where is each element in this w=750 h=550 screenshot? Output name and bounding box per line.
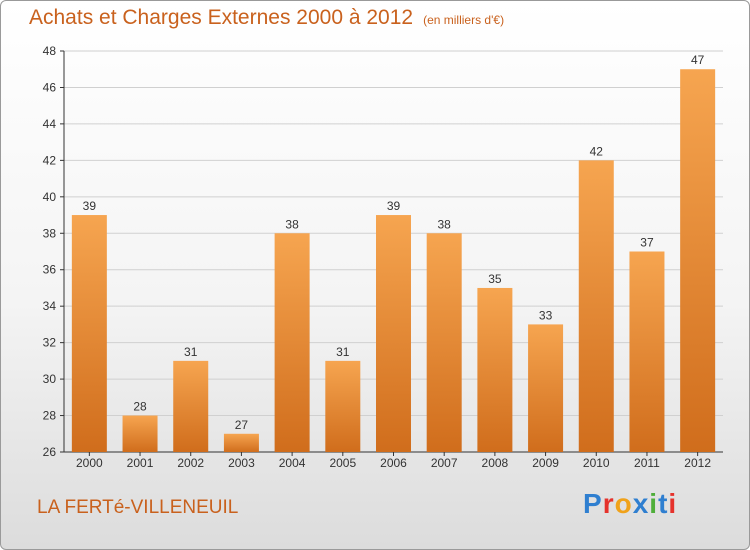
logo-letter: P bbox=[583, 488, 603, 519]
x-tick-label: 2008 bbox=[482, 456, 509, 470]
bar bbox=[629, 251, 665, 452]
bar bbox=[223, 433, 259, 452]
y-tick-label: 26 bbox=[43, 445, 57, 459]
bar-value-label: 35 bbox=[488, 272, 502, 286]
bar bbox=[528, 324, 564, 452]
logo-letter: i bbox=[649, 488, 659, 519]
y-tick-label: 38 bbox=[43, 226, 57, 240]
bar-value-label: 38 bbox=[438, 217, 452, 231]
x-tick-label: 2007 bbox=[431, 456, 458, 470]
x-tick-label: 2010 bbox=[583, 456, 610, 470]
bar-value-label: 47 bbox=[691, 53, 705, 67]
bar bbox=[71, 215, 107, 452]
bar bbox=[376, 215, 411, 452]
bar bbox=[578, 160, 614, 452]
x-tick-label: 2012 bbox=[684, 456, 711, 470]
y-tick-label: 32 bbox=[43, 336, 57, 350]
y-tick-label: 30 bbox=[43, 372, 57, 386]
bar bbox=[426, 233, 462, 452]
chart-title: Achats et Charges Externes 2000 à 2012 (e… bbox=[29, 6, 504, 30]
y-tick-label: 42 bbox=[43, 153, 57, 167]
y-tick-label: 28 bbox=[43, 409, 57, 423]
bar-value-label: 33 bbox=[539, 308, 553, 322]
bar-value-label: 31 bbox=[184, 345, 198, 359]
x-tick-label: 2006 bbox=[380, 456, 407, 470]
x-tick-label: 2002 bbox=[177, 456, 204, 470]
x-tick-label: 2004 bbox=[279, 456, 306, 470]
bar-value-label: 38 bbox=[285, 217, 299, 231]
bar bbox=[173, 360, 209, 452]
x-tick-label: 2011 bbox=[634, 456, 660, 470]
bar-value-label: 28 bbox=[133, 400, 147, 414]
bar bbox=[122, 415, 158, 452]
logo-letter: i bbox=[668, 488, 678, 519]
y-tick-label: 40 bbox=[43, 190, 57, 204]
logo-letter: r bbox=[602, 488, 615, 519]
y-tick-label: 36 bbox=[43, 263, 57, 277]
y-tick-label: 34 bbox=[43, 299, 57, 313]
x-tick-label: 2005 bbox=[329, 456, 356, 470]
bar-value-label: 27 bbox=[235, 418, 249, 432]
y-tick-label: 46 bbox=[43, 80, 57, 94]
y-tick-label: 44 bbox=[43, 117, 57, 131]
x-tick-label: 2003 bbox=[228, 456, 255, 470]
y-tick-label: 48 bbox=[43, 44, 57, 58]
city-label: LA FERTé-VILLENEUIL bbox=[37, 497, 239, 518]
logo-letter: o bbox=[614, 488, 633, 519]
bar-value-label: 39 bbox=[83, 199, 97, 213]
x-tick-label: 2001 bbox=[127, 456, 154, 470]
bar-value-label: 31 bbox=[336, 345, 350, 359]
bar bbox=[680, 69, 716, 453]
bar bbox=[325, 360, 361, 452]
bar-value-label: 37 bbox=[640, 236, 654, 250]
x-tick-label: 2000 bbox=[76, 456, 103, 470]
x-tick-label: 2009 bbox=[532, 456, 559, 470]
bar-value-label: 42 bbox=[590, 144, 604, 158]
bar-value-label: 39 bbox=[387, 199, 401, 213]
proxiti-logo: Proxiti bbox=[583, 488, 677, 520]
bar bbox=[274, 233, 310, 452]
chart-title-text: Achats et Charges Externes 2000 à 2012 bbox=[29, 6, 414, 29]
logo-letter: t bbox=[658, 488, 669, 519]
logo-letter: x bbox=[632, 488, 650, 519]
unit-note: (en milliers d'€) bbox=[423, 13, 505, 27]
bar bbox=[477, 287, 513, 452]
